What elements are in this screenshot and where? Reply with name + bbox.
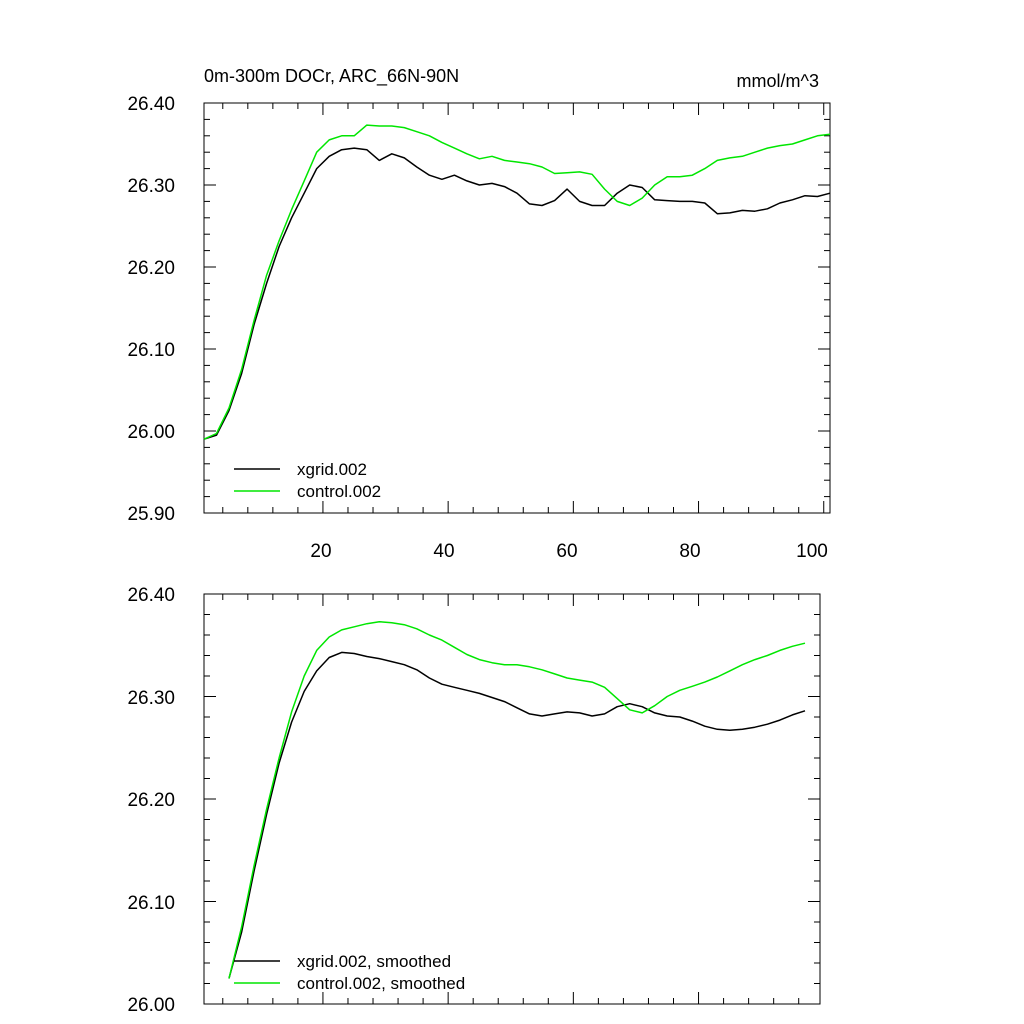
top-x-tick-labels: 20 40 60 80 100 — [310, 541, 827, 562]
y-tick-label: 26.40 — [127, 94, 175, 115]
y-tick-label: 26.10 — [127, 893, 175, 914]
legend-label-control-smoothed: control.002, smoothed — [297, 974, 465, 993]
top-legend: xgrid.002 control.002 — [234, 460, 381, 501]
x-tick-label: 100 — [796, 541, 828, 562]
y-tick-label: 25.90 — [127, 504, 175, 525]
y-tick-label: 26.40 — [127, 585, 175, 606]
y-tick-label: 26.20 — [127, 258, 175, 279]
bottom-legend: xgrid.002, smoothed control.002, smoothe… — [234, 952, 465, 993]
bottom-axis-ticks — [204, 593, 820, 1005]
y-tick-label: 26.00 — [127, 422, 175, 443]
bottom-chart-panel: 26.40 26.30 26.20 26.10 26.00 xgrid.002,… — [127, 585, 821, 1016]
units-label: mmol/m^3 — [737, 71, 819, 91]
x-tick-label: 60 — [556, 541, 577, 562]
top-chart-panel: 0m-300m DOCr, ARC_66N-90N mmol/m^3 26.40… — [127, 66, 831, 562]
x-tick-label: 40 — [433, 541, 454, 562]
y-tick-label: 26.30 — [127, 688, 175, 709]
y-tick-label: 26.30 — [127, 176, 175, 197]
legend-label-control: control.002 — [297, 482, 381, 501]
legend-label-xgrid: xgrid.002 — [297, 460, 367, 479]
series-line-xgrid-002-smoothed — [228, 651, 806, 979]
x-tick-label: 20 — [310, 541, 331, 562]
x-tick-label: 80 — [679, 541, 700, 562]
series-line-control-002-smoothed — [228, 620, 806, 979]
series-line-xgrid-002 — [203, 147, 831, 440]
bottom-series-lines — [228, 620, 806, 979]
chart-title: 0m-300m DOCr, ARC_66N-90N — [204, 66, 459, 87]
bottom-plot-frame — [203, 593, 821, 1005]
top-axis-ticks — [204, 102, 830, 514]
y-tick-label: 26.20 — [127, 790, 175, 811]
top-y-tick-labels: 26.40 26.30 26.20 26.10 26.00 25.90 — [127, 94, 175, 525]
y-tick-label: 26.00 — [127, 995, 175, 1016]
bottom-y-tick-labels: 26.40 26.30 26.20 26.10 26.00 — [127, 585, 175, 1016]
series-line-control-002 — [203, 124, 831, 440]
top-series-lines — [203, 124, 831, 440]
y-tick-label: 26.10 — [127, 340, 175, 361]
top-plot-frame — [203, 102, 831, 514]
legend-label-xgrid-smoothed: xgrid.002, smoothed — [297, 952, 451, 971]
